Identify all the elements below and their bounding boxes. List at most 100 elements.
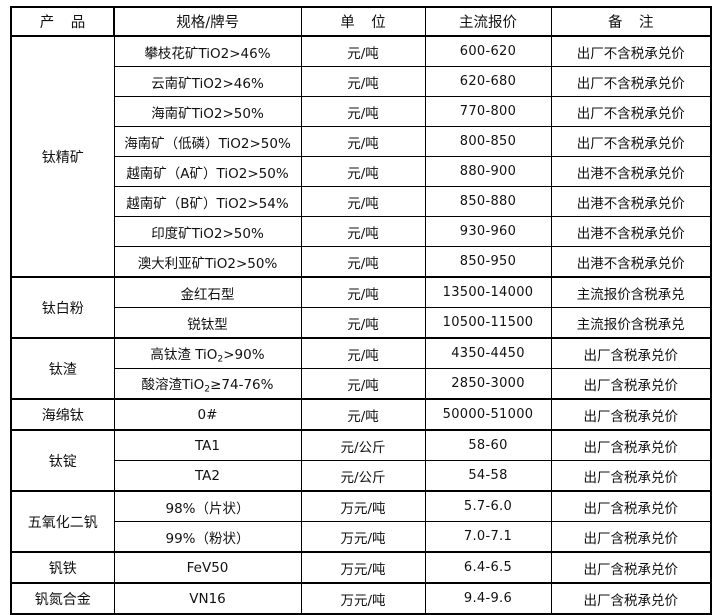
remark-cell: 出厂含税承兑价 [550,521,712,553]
unit-cell: 元/吨 [300,276,426,308]
table-row: 钛白粉 金红石型 元/吨 13500-14000 主流报价含税承兑 [10,276,712,339]
product-group-cell: 海绵钛 [10,398,115,431]
table-row: 云南矿TiO2>46% 元/吨 620-680 出厂不含税承兑价 [11,66,712,97]
spec-cell: TA1 [113,429,302,461]
table-row: 钛渣 高钛渣 TiO2>90% 元/吨 4350-4450 出厂含税承兑价 [10,337,712,400]
price-cell: 54-58 [424,460,552,492]
table-row: 五氧化二钒 98%（片状） 万元/吨 5.7-6.0 出厂含税承兑价 [10,490,712,553]
spec-cell: 越南矿（A矿）TiO2>50% [113,156,302,187]
remark-cell: 出厂含税承兑价 [550,368,712,400]
remark-cell: 出厂不含税承兑价 [550,126,712,157]
price-cell: 58-60 [424,429,552,461]
table-row: 酸溶渣TiO2≥74-76% 元/吨 2850-3000 出厂含税承兑价 [11,368,712,400]
remark-cell: 出厂含税承兑价 [550,490,712,522]
product-group-cell: 五氧化二钒 [10,490,115,553]
unit-cell: 元/吨 [300,398,426,431]
unit-cell: 元/吨 [300,337,426,369]
spec-cell: 攀枝花矿TiO2>46% [113,35,302,67]
table-row: 钒铁 FeV50 万元/吨 6.4-6.5 出厂含税承兑价 [10,551,712,584]
table-row: 钛锭 TA1 元/公斤 58-60 出厂含税承兑价 [10,429,712,492]
price-cell: 10500-11500 [424,307,552,339]
unit-cell: 元/吨 [300,156,426,187]
unit-cell: 元/吨 [300,307,426,339]
product-group-cell: 钒铁 [10,551,115,584]
price-cell: 9.4-9.6 [424,582,552,615]
remark-cell: 主流报价含税承兑 [550,307,712,339]
product-group-cell: 钛锭 [10,429,115,492]
spec-cell: 海南矿（低磷）TiO2>50% [113,126,302,157]
remark-cell: 出厂不含税承兑价 [550,96,712,127]
remark-cell: 主流报价含税承兑 [550,276,712,308]
price-cell: 13500-14000 [424,276,552,308]
unit-cell: 元/吨 [300,216,426,247]
spec-cell: 高钛渣 TiO2>90% [113,337,302,369]
column-header-spec: 规格/牌号 [113,6,302,37]
unit-cell: 元/公斤 [300,429,426,461]
table-row: 印度矿TiO2>50% 元/吨 930-960 出港不含税承兑价 [11,216,712,247]
price-cell: 800-850 [424,126,552,157]
price-cell: 2850-3000 [424,368,552,400]
price-cell: 930-960 [424,216,552,247]
remark-cell: 出厂含税承兑价 [550,460,712,492]
remark-cell: 出港不含税承兑价 [550,246,712,278]
table-row: 海南矿TiO2>50% 元/吨 770-800 出厂不含税承兑价 [11,96,712,127]
spec-cell: 金红石型 [113,276,302,308]
column-header-product: 产 品 [10,6,115,37]
spec-cell: 98%（片状） [113,490,302,522]
spec-cell: 锐钛型 [113,307,302,339]
column-header-price: 主流报价 [424,6,552,37]
spec-cell: 澳大利亚矿TiO2>50% [113,246,302,278]
unit-cell: 元/吨 [300,246,426,278]
table-row: 海南矿（低磷）TiO2>50% 元/吨 800-850 出厂不含税承兑价 [11,126,712,157]
spec-cell: 酸溶渣TiO2≥74-76% [113,368,302,400]
spec-cell: 99%（粉状） [113,521,302,553]
spec-cell: VN16 [113,582,302,615]
column-header-unit: 单 位 [300,6,426,37]
price-cell: 850-880 [424,186,552,217]
table-row: TA2 元/公斤 54-58 出厂含税承兑价 [11,460,712,492]
remark-cell: 出厂不含税承兑价 [550,66,712,97]
table-row: 越南矿（B矿）TiO2>54% 元/吨 850-880 出港不含税承兑价 [11,186,712,217]
table-row: 钒氮合金 VN16 万元/吨 9.4-9.6 出厂含税承兑价 [10,582,712,615]
spec-cell: 云南矿TiO2>46% [113,66,302,97]
price-cell: 850-950 [424,246,552,278]
titanium-vanadium-price-table: 产 品 规格/牌号 单 位 主流报价 备 注 钛精矿 攀枝花矿TiO2>46% 元/… [10,6,712,615]
spec-cell: 海南矿TiO2>50% [113,96,302,127]
spec-cell: 越南矿（B矿）TiO2>54% [113,186,302,217]
unit-cell: 万元/吨 [300,521,426,553]
table-row: 99%（粉状） 万元/吨 7.0-7.1 出厂含税承兑价 [11,521,712,553]
price-cell: 880-900 [424,156,552,187]
spec-cell: 印度矿TiO2>50% [113,216,302,247]
remark-cell: 出港不含税承兑价 [550,156,712,187]
table-row: 澳大利亚矿TiO2>50% 元/吨 850-950 出港不含税承兑价 [11,246,712,278]
unit-cell: 元/公斤 [300,460,426,492]
price-cell: 7.0-7.1 [424,521,552,553]
unit-cell: 元/吨 [300,368,426,400]
spec-cell: 0# [113,398,302,431]
remark-cell: 出厂含税承兑价 [550,398,712,431]
table-header: 产 品 规格/牌号 单 位 主流报价 备 注 [10,6,712,37]
remark-cell: 出厂不含税承兑价 [550,35,712,67]
remark-cell: 出港不含税承兑价 [550,186,712,217]
spec-cell: TA2 [113,460,302,492]
unit-cell: 万元/吨 [300,490,426,522]
unit-cell: 元/吨 [300,186,426,217]
table-row: 锐钛型 元/吨 10500-11500 主流报价含税承兑 [11,307,712,339]
price-cell: 5.7-6.0 [424,490,552,522]
header-row: 产 品 规格/牌号 单 位 主流报价 备 注 [10,6,712,37]
remark-cell: 出厂含税承兑价 [550,582,712,615]
price-cell: 770-800 [424,96,552,127]
remark-cell: 出厂含税承兑价 [550,337,712,369]
spec-cell: FeV50 [113,551,302,584]
unit-cell: 元/吨 [300,96,426,127]
price-cell: 6.4-6.5 [424,551,552,584]
remark-cell: 出港不含税承兑价 [550,216,712,247]
product-group-cell: 钒氮合金 [10,582,115,615]
table-row: 钛精矿 攀枝花矿TiO2>46% 元/吨 600-620 出厂不含税承兑价 [10,35,712,278]
price-cell: 600-620 [424,35,552,67]
unit-cell: 万元/吨 [300,551,426,584]
remark-cell: 出厂含税承兑价 [550,551,712,584]
table-body: 钛精矿 攀枝花矿TiO2>46% 元/吨 600-620 出厂不含税承兑价 云南矿TiO2… [10,35,712,615]
remark-cell: 出厂含税承兑价 [550,429,712,461]
price-cell: 620-680 [424,66,552,97]
